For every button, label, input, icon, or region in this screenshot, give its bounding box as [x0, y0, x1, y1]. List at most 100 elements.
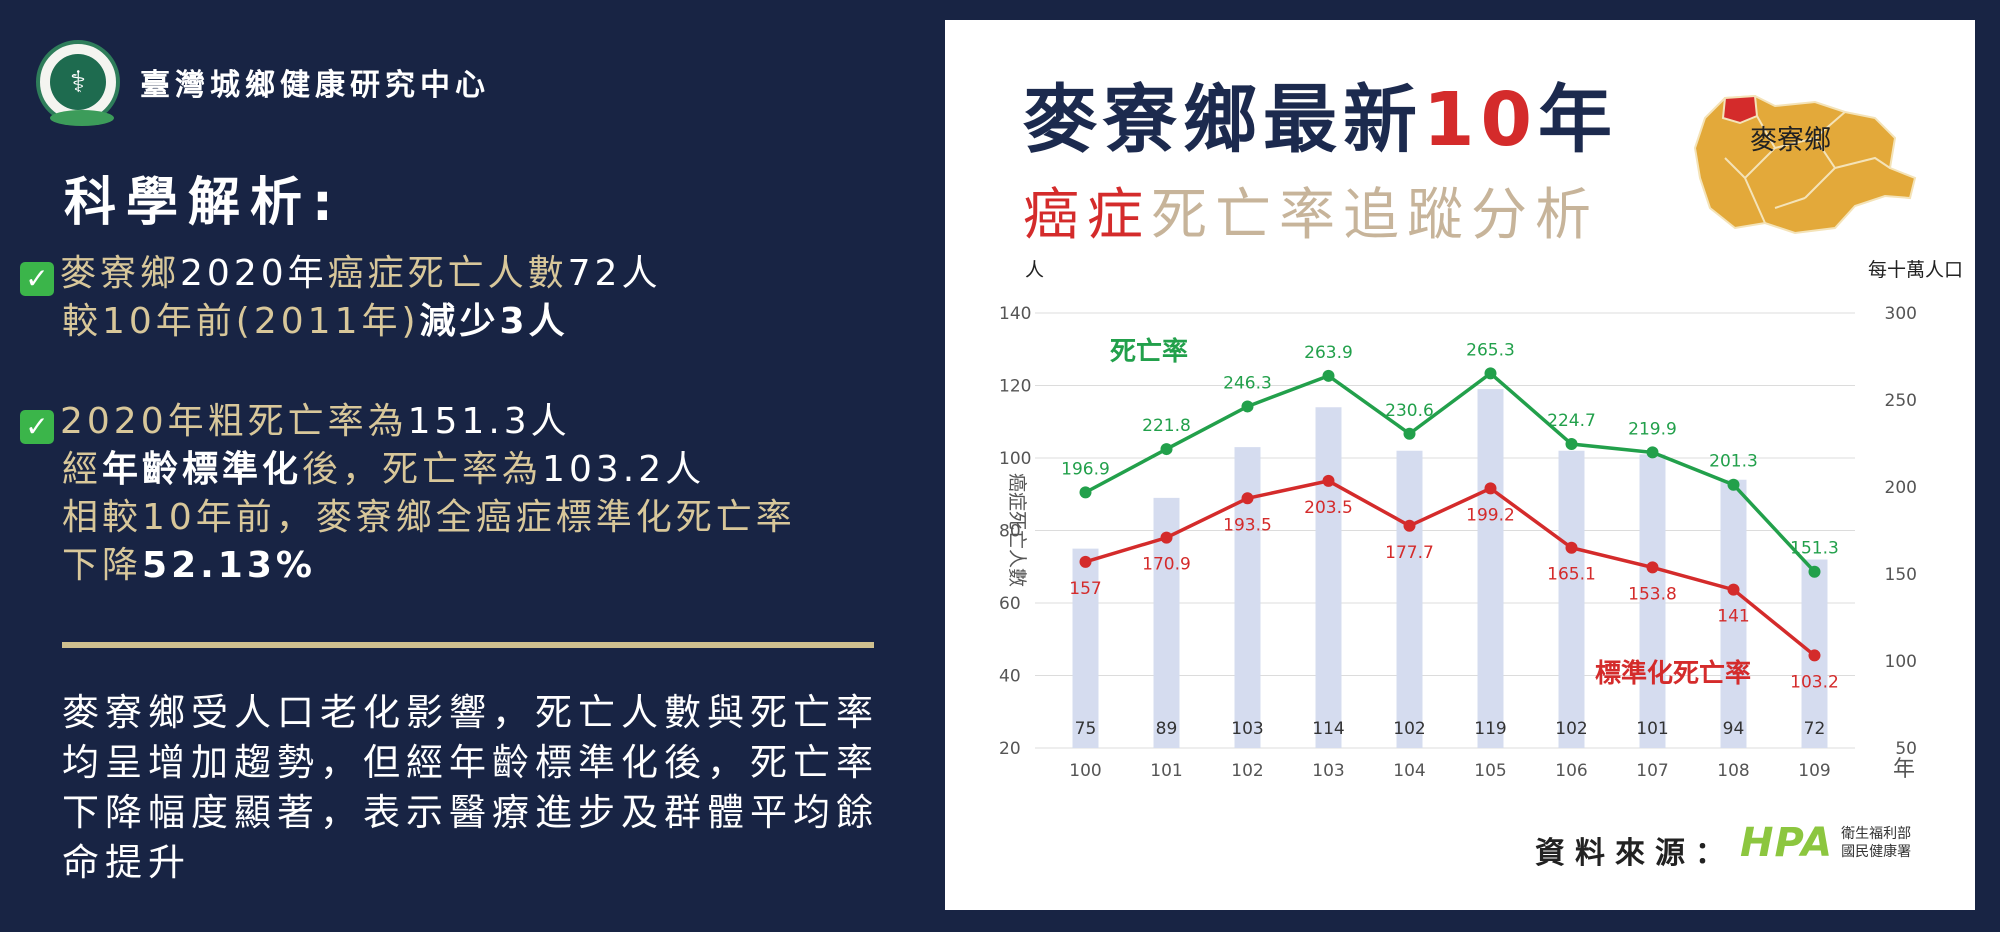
crude-rate-point: [1646, 446, 1659, 459]
standardized-rate-point: [1403, 519, 1416, 532]
hpa-logo: HPA 衛生福利部 國民健康署: [1740, 820, 1911, 866]
bar: [1477, 389, 1504, 748]
p2-a2: 151.3人: [407, 401, 571, 442]
p2-d2: 52.13%: [142, 545, 316, 586]
standardized-rate-point: [1241, 492, 1254, 505]
standardized-rate-point: [1322, 474, 1335, 487]
crude-rate-point: [1727, 478, 1740, 491]
crude-rate-point: [1322, 369, 1335, 382]
bar: [1234, 447, 1261, 748]
right-tick-label: 200: [1885, 478, 1917, 498]
hpa-line1: 衛生福利部: [1841, 826, 1912, 842]
x-axis-unit: 年: [1893, 757, 1915, 782]
standardized-rate-point: [1160, 531, 1173, 544]
left-axis-unit: 人: [1025, 259, 1044, 281]
left-axis-label: 癌症死亡人數: [1006, 473, 1028, 587]
standardized-rate-value-label: 157: [1069, 579, 1101, 599]
crude-rate-value-label: 230.6: [1385, 401, 1434, 421]
bar: [1072, 548, 1099, 748]
left-tick-label: 120: [999, 377, 1031, 397]
chart-card: 麥寮鄉最新10年 癌症死亡率追蹤分析 麥寮鄉 20 40 60 80 100 120 140…: [945, 20, 1975, 910]
x-tick-label: 109: [1798, 761, 1830, 781]
x-tick-label: 106: [1555, 761, 1587, 781]
standardized-rate-point: [1079, 555, 1092, 568]
divider: [62, 642, 874, 648]
card-title-c: 年: [1537, 77, 1618, 163]
crude-rate-value-label: 224.7: [1547, 411, 1596, 431]
crude-rate-value-label: 151.3: [1790, 539, 1839, 559]
standardized-rate-point: [1808, 649, 1821, 662]
standardized-rate-value-label: 141: [1717, 607, 1749, 627]
right-tick-label: 250: [1885, 391, 1917, 411]
standardized-rate-line: [1084, 479, 1816, 657]
standardized-rate-value-label: 170.9: [1142, 555, 1191, 575]
p1-b1: 較10年前(2011年): [62, 301, 420, 342]
crude-rate-series-label: 死亡率: [1110, 336, 1188, 367]
bar-value-label: 102: [1555, 719, 1587, 739]
bar-value-label: 72: [1804, 719, 1826, 739]
township-map-icon: [1693, 94, 1917, 235]
p2-c1: 相較10年前，麥寮鄉全癌症標準化死亡率: [62, 497, 796, 538]
card-subtitle: 癌症死亡率追蹤分析: [1023, 170, 1599, 251]
p2-a1: 2020年粗死亡率為: [60, 401, 408, 442]
point-1: ✓ 麥寮鄉2020年癌症死亡人數72人 較10年前(2011年)減少3人: [20, 250, 661, 346]
bar: [1396, 450, 1423, 748]
left-tick-label: 20: [999, 739, 1021, 759]
standardized-rate-value-label: 199.2: [1466, 505, 1515, 525]
map-label: 麥寮鄉: [1750, 125, 1831, 156]
left-tick-label: 60: [999, 594, 1021, 614]
left-tick-label: 80: [999, 522, 1021, 542]
x-tick-label: 101: [1150, 761, 1182, 781]
bar-value-label: 102: [1393, 719, 1425, 739]
summary-text: 麥寮鄉受人口老化影響，死亡人數與死亡率均呈增加趨勢，但經年齡標準化後，死亡率下降…: [62, 691, 879, 884]
org-name: 臺灣城鄉健康研究中心: [140, 68, 490, 103]
left-tick-label: 100: [999, 449, 1031, 469]
left-tick-label: 40: [999, 667, 1021, 687]
right-tick-label: 100: [1885, 652, 1917, 672]
bar-value-label: 101: [1636, 719, 1668, 739]
crude-rate-value-label: 201.3: [1709, 452, 1758, 472]
crude-rate-point: [1079, 486, 1092, 499]
x-tick-label: 104: [1393, 761, 1425, 781]
chart: 20 40 60 80 100 120 140 50 100 150 200 250 300 人 每十萬人口…: [999, 259, 1963, 782]
crude-rate-line: [1084, 371, 1816, 573]
bar-value-label: 114: [1312, 719, 1344, 739]
p2-d1: 下降: [62, 545, 143, 586]
standardized-rate-value-label: 103.2: [1790, 672, 1839, 692]
bar: [1639, 454, 1666, 748]
standardized-rate-point: [1646, 561, 1659, 574]
p2-b2: 年齡標準化: [102, 449, 303, 490]
p1-a4: 72人: [567, 253, 662, 294]
standardized-rate-value-label: 153.8: [1628, 584, 1677, 604]
card-title-b: 10: [1423, 77, 1538, 163]
card-title: 麥寮鄉最新10年: [1023, 60, 1618, 167]
p1-a2: 2020年: [180, 253, 328, 294]
point-2: ✓ 2020年粗死亡率為151.3人 經年齡標準化後，死亡率為103.2人 相較1…: [20, 398, 796, 590]
right-tick-label: 50: [1895, 739, 1917, 759]
card-title-a: 麥寮鄉最新: [1023, 77, 1423, 163]
bar-value-label: 103: [1231, 719, 1263, 739]
hpa-line2: 國民健康署: [1841, 844, 1912, 860]
p1-b2: 減少3人: [419, 301, 569, 342]
x-tick-label: 108: [1717, 761, 1749, 781]
standardized-rate-value-label: 177.7: [1385, 543, 1434, 563]
check-icon: ✓: [20, 410, 54, 444]
right-axis-unit: 每十萬人口: [1868, 259, 1963, 281]
x-tick-label: 103: [1312, 761, 1344, 781]
crude-rate-value-label: 265.3: [1466, 340, 1515, 360]
crude-rate-point: [1808, 565, 1821, 578]
x-tick-label: 102: [1231, 761, 1263, 781]
card-subtitle-b: 死亡率追蹤分析: [1151, 183, 1599, 248]
crude-rate-value-label: 196.9: [1061, 459, 1110, 479]
crude-rate-point: [1241, 400, 1254, 413]
org-header: ⚕ 臺灣城鄉健康研究中心: [36, 40, 490, 126]
bar-value-label: 89: [1156, 719, 1178, 739]
standardized-rate-point: [1565, 541, 1578, 554]
p2-b4: 103.2人: [542, 449, 706, 490]
bar-value-label: 119: [1474, 719, 1506, 739]
source-label: 資料來源：: [1535, 836, 1735, 871]
hpa-logo-mark: HPA: [1740, 820, 1834, 866]
card-subtitle-a: 癌症: [1023, 183, 1151, 248]
right-tick-label: 300: [1885, 304, 1917, 324]
check-icon: ✓: [20, 262, 54, 296]
